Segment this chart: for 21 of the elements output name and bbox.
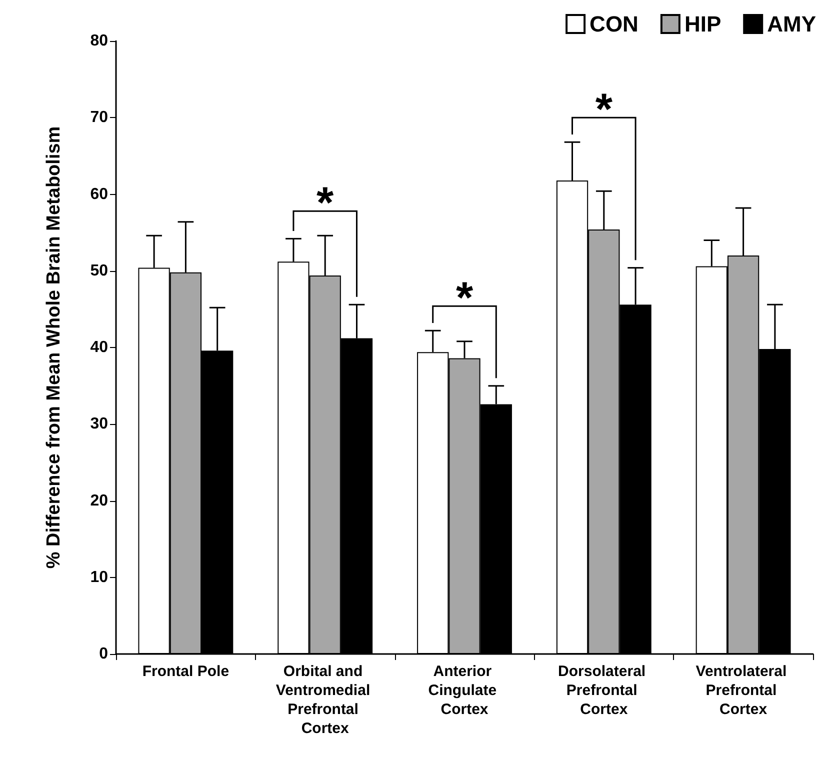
y-tick-label: 80 [90, 32, 108, 50]
x-tick-label: Orbital and Ventromedial Prefrontal Cortex [276, 663, 374, 737]
y-tick-label: 10 [90, 568, 108, 586]
y-tick-label: 30 [90, 416, 108, 433]
y-tick-label: 50 [90, 262, 108, 280]
x-tick-label: Ventrolateral Prefrontal Cortex [696, 663, 791, 718]
y-tick-label: 70 [90, 109, 108, 126]
y-axis-title: % Difference from Mean Whole Brain Metabolism [44, 126, 64, 569]
annotation: * [316, 178, 335, 228]
annotation: * [456, 274, 474, 323]
x-tick-label: Anterior Cingulate Cortex [428, 663, 501, 718]
legend-label: CON [590, 12, 638, 36]
x-tick-label: Frontal Pole [142, 663, 230, 680]
x-tick-label: Dorsolateral Prefrontal Cortex [558, 663, 650, 718]
legend-label: AMY [767, 12, 816, 36]
legend-label: HIP [684, 12, 722, 36]
annotation: * [595, 85, 614, 134]
y-tick-label: 60 [90, 186, 108, 203]
y-tick-label: 0 [99, 646, 108, 662]
y-tick-label: 40 [90, 339, 108, 356]
y-tick-label: 20 [90, 492, 108, 510]
